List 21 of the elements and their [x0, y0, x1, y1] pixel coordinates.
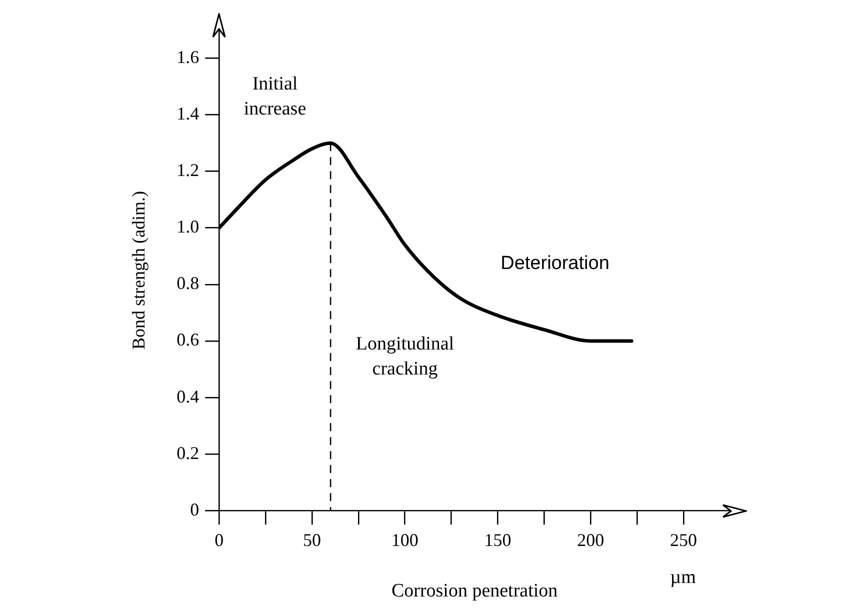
x-tick-label: 250 — [670, 530, 698, 550]
y-tick-label: 0.6 — [176, 330, 200, 350]
y-tick-label: 0.2 — [176, 442, 200, 463]
annotation: Longitudinal cracking — [356, 333, 454, 380]
y-tick-label: 0.4 — [176, 386, 200, 406]
y-tick-label: 1.2 — [176, 160, 200, 180]
annotation: Initial increase — [244, 73, 306, 120]
x-tick-label: 150 — [484, 530, 512, 550]
annotation: Deterioration — [500, 253, 610, 274]
y-tick-label: 1.4 — [176, 104, 200, 124]
y-tick-label: 1.0 — [176, 216, 200, 237]
x-tick-label: 0 — [214, 530, 224, 550]
x-tick-label: 100 — [391, 530, 418, 550]
x-axis-title: Corrosion penetration — [391, 580, 558, 602]
y-axis-title: Bond strength (adim.) — [128, 191, 149, 350]
y-tick-label: 0 — [190, 499, 200, 520]
y-tick-label: 1.6 — [176, 47, 200, 68]
x-tick-label: 50 — [302, 530, 321, 550]
y-tick-label: 0.8 — [176, 273, 200, 294]
text: µm — [670, 566, 696, 588]
x-tick-label: 200 — [577, 530, 604, 550]
